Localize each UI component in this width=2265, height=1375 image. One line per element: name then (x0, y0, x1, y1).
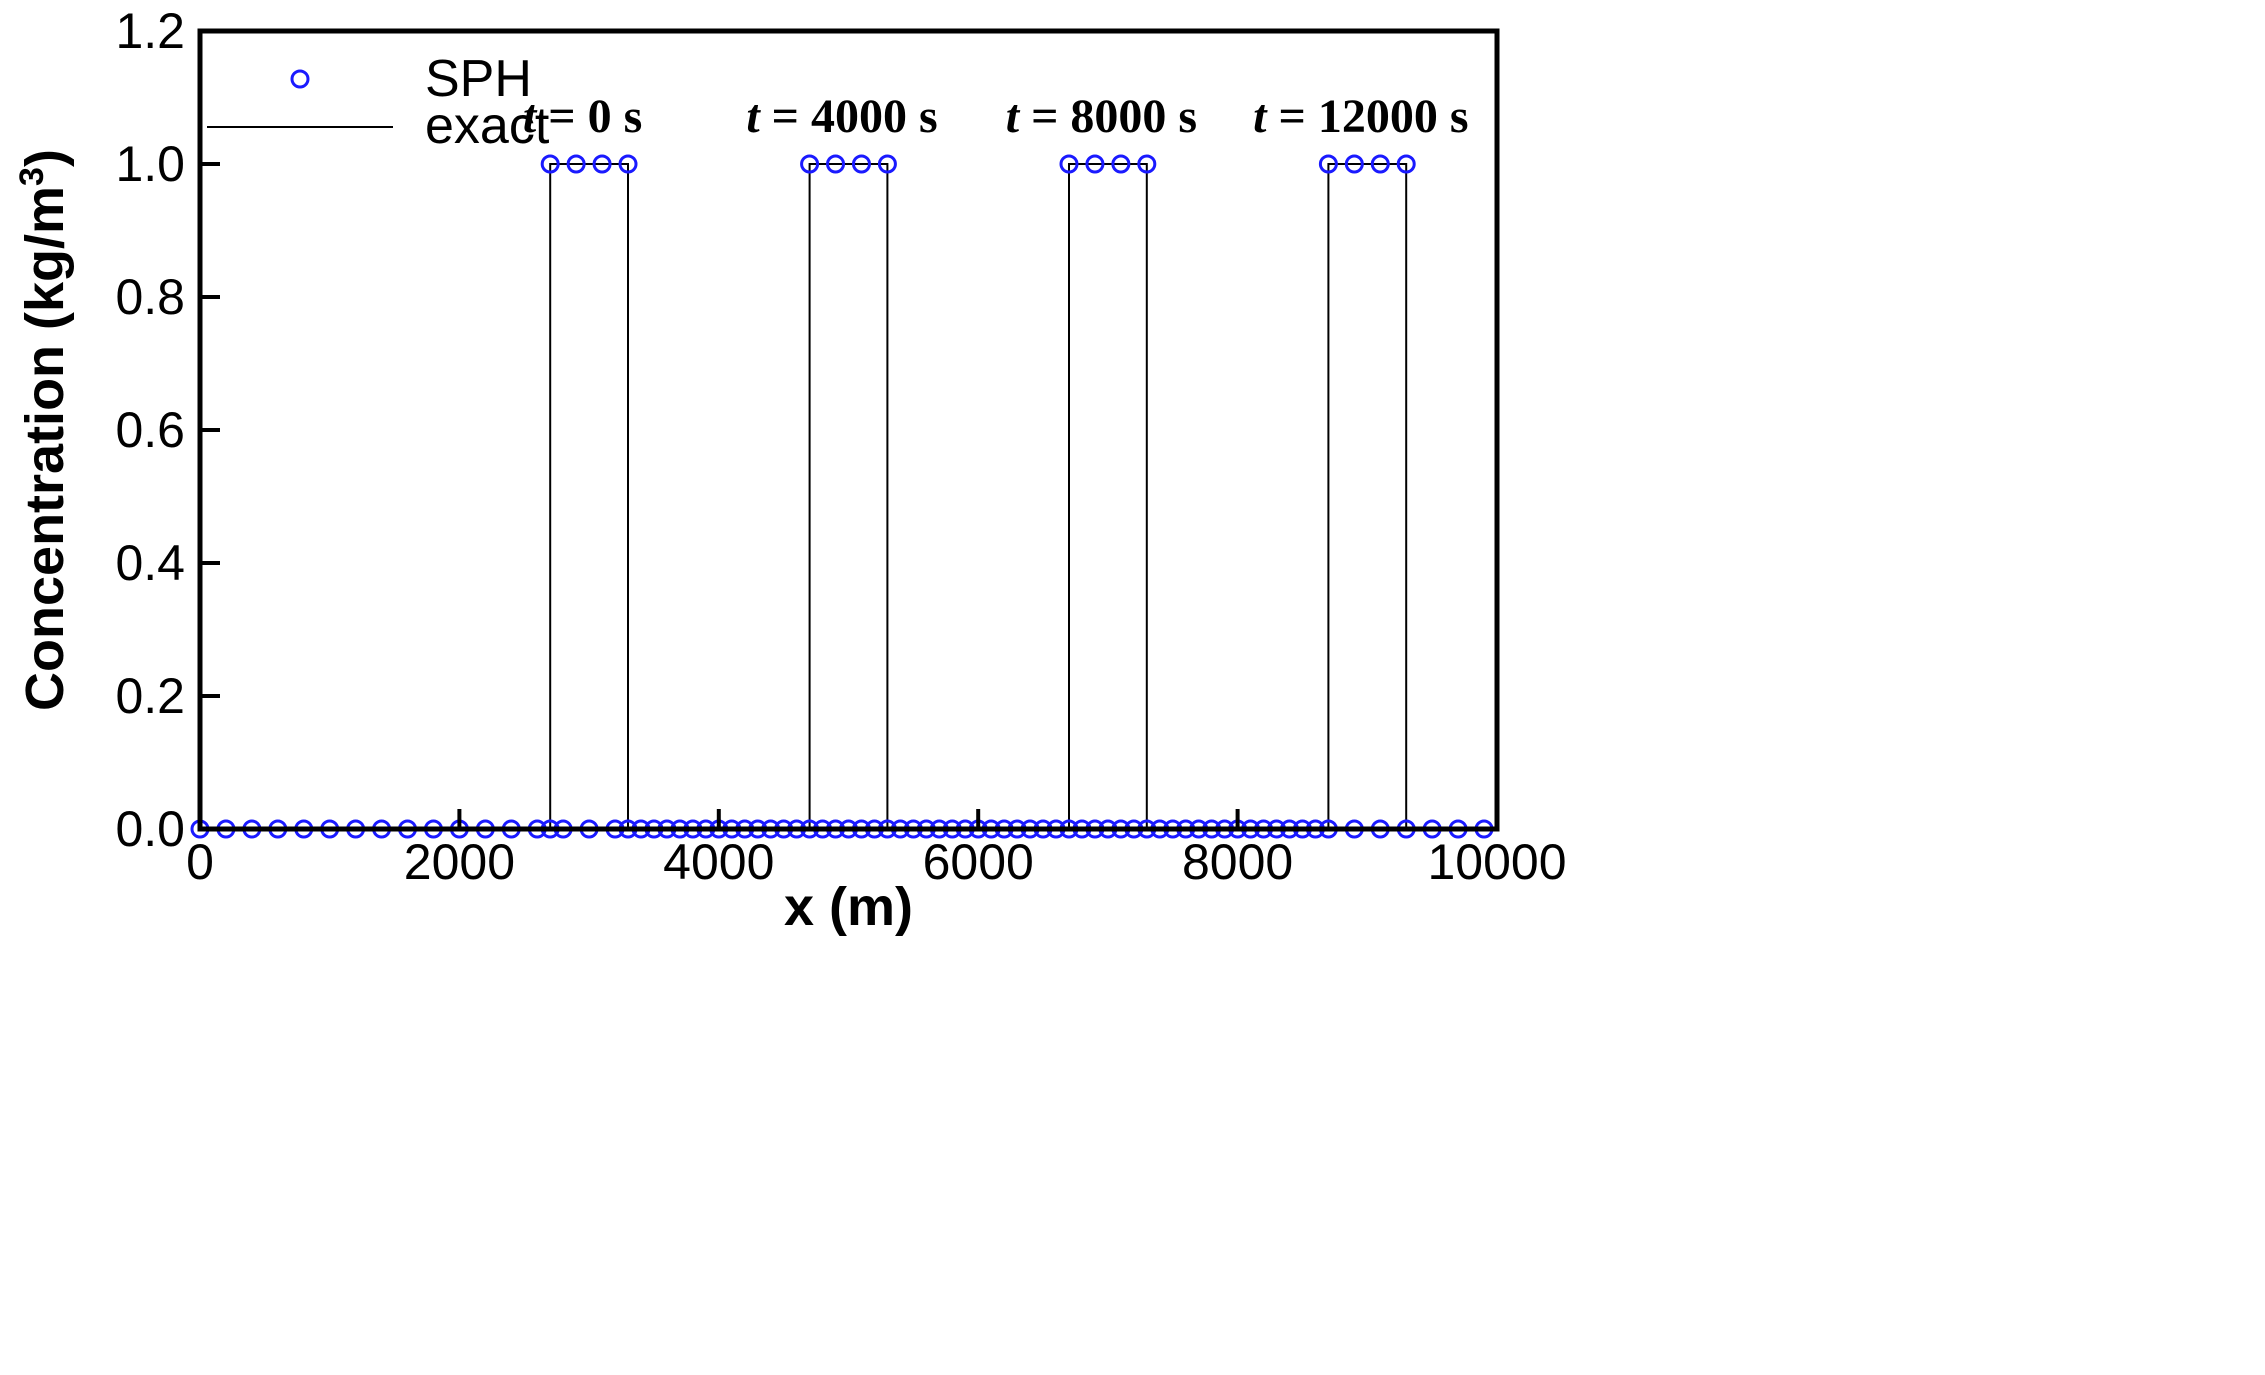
y-tick-label: 1.2 (115, 3, 185, 59)
x-tick-label: 2000 (404, 834, 515, 890)
sph-point (1059, 154, 1079, 174)
plot-frame (197, 28, 1500, 832)
sph-point (1396, 154, 1416, 174)
sph-point (877, 154, 897, 174)
y-axis-title-superscript: 3 (13, 167, 51, 186)
y-tick-label: 0.4 (115, 535, 185, 591)
sph-point (1344, 154, 1364, 174)
sph-point (618, 154, 638, 174)
sph-point (800, 154, 820, 174)
x-tick-label: 10000 (1427, 834, 1566, 890)
sph-series (190, 154, 1494, 839)
x-axis-title: x (m) (784, 877, 913, 937)
exact-series (200, 163, 1497, 830)
sph-point (826, 154, 846, 174)
y-axis-title-close: ) (15, 149, 75, 167)
x-tick-label: 6000 (923, 834, 1034, 890)
y-axis-title-main: Concentration (kg/m (15, 186, 75, 711)
legend-sph-label: SPH (425, 50, 532, 108)
y-tick-label: 0.6 (115, 402, 185, 458)
time-annotation: t = 4000 s (746, 90, 937, 143)
sph-point (1111, 154, 1131, 174)
y-tick-label: 0.0 (115, 801, 185, 857)
legend-sph-marker (290, 69, 310, 89)
y-tick-label: 0.8 (115, 269, 185, 325)
x-tick-label: 0 (186, 834, 214, 890)
sph-point (1085, 154, 1105, 174)
sph-point (851, 154, 871, 174)
y-axis-title: Concentration (kg/m3) (13, 149, 75, 711)
axis-ticks: 0 2000 4000 6000 8000 10000 0.0 0.2 0.4 0.6 0.8 1.0… (115, 3, 1566, 890)
sph-point (540, 154, 560, 174)
time-annotation: t = 0 s (523, 90, 642, 143)
sph-point (1137, 154, 1157, 174)
legend-exact-label: exact (425, 97, 550, 155)
y-tick-label: 0.2 (115, 668, 185, 724)
time-annotation: t = 12000 s (1253, 90, 1468, 143)
x-tick-label: 4000 (663, 834, 774, 890)
y-tick-label: 1.0 (115, 136, 185, 192)
sph-point (1318, 154, 1338, 174)
sph-point (566, 154, 586, 174)
exact-line (200, 163, 1497, 830)
time-annotation: t = 8000 s (1006, 90, 1197, 143)
sph-point (592, 154, 612, 174)
sph-point (1370, 154, 1390, 174)
x-tick-label: 8000 (1182, 834, 1293, 890)
time-annotations: t = 0 s t = 4000 s t = 8000 s t = 12000 s (523, 90, 1469, 143)
